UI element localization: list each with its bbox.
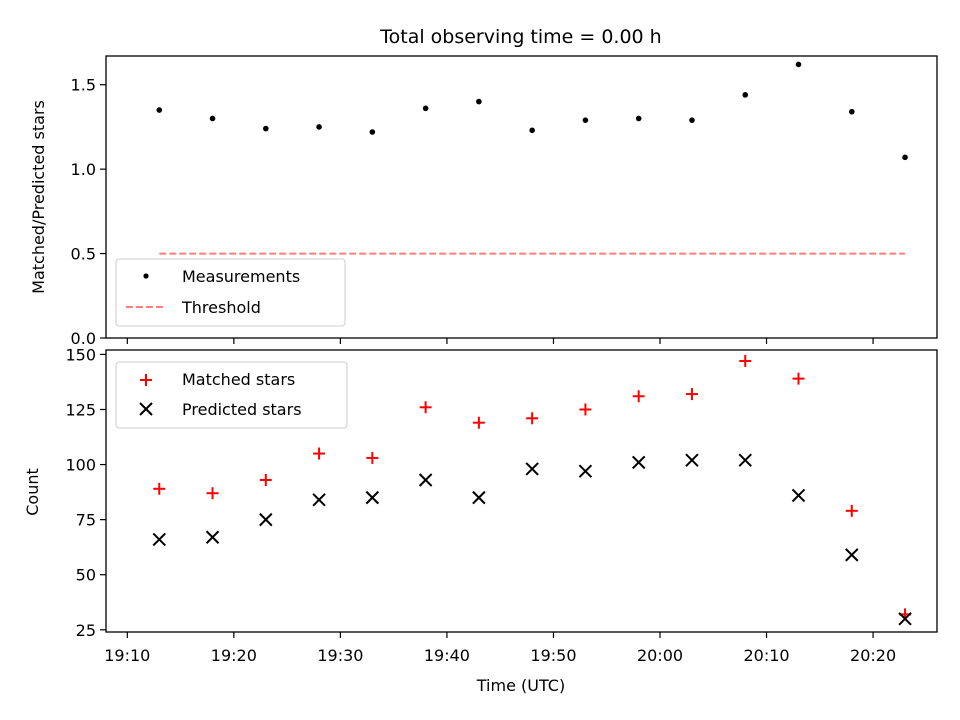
count-y-tick-label: 100	[65, 456, 96, 475]
legend-matched-label: Matched stars	[182, 370, 295, 389]
chart-title: Total observing time = 0.00 h	[379, 26, 661, 48]
predicted-star-point	[685, 453, 699, 467]
count-x-tick-label: 19:30	[317, 646, 363, 665]
predicted-star-point	[578, 464, 593, 478]
predicted-star-point	[152, 532, 166, 547]
ratio-legend: Measurements Threshold	[115, 258, 346, 327]
measurement-point	[209, 115, 216, 122]
count-x-tick-label: 20:00	[637, 646, 683, 665]
matched-star-point	[792, 372, 805, 385]
matched-star-point	[845, 504, 858, 517]
measurement-point	[422, 105, 429, 112]
count-y-axis: 25 50 75 100 125 150	[65, 345, 106, 640]
count-legend-box	[115, 361, 348, 429]
count-legend: Matched stars Predicted stars	[115, 361, 348, 429]
predicted-star-point	[259, 512, 273, 527]
measurement-point	[529, 127, 535, 134]
count-x-tick-label: 20:10	[743, 646, 789, 665]
predicted-star-point	[525, 462, 539, 476]
predicted-star-point	[365, 490, 380, 505]
count-y-tick-label: 25	[76, 621, 96, 640]
matched-star-point	[259, 473, 272, 486]
legend-predicted-label: Predicted stars	[182, 400, 302, 419]
matched-star-point	[153, 482, 166, 495]
ratio-y-tick-label: 0.5	[71, 245, 96, 264]
measurements-series	[156, 61, 908, 161]
ratio-plot-frame	[105, 55, 938, 339]
ratio-y-tick-label: 1.0	[71, 160, 96, 179]
predicted-star-point	[791, 488, 806, 503]
predicted-star-point	[205, 530, 220, 544]
measurement-point	[476, 98, 482, 105]
measurement-point	[902, 154, 908, 161]
count-y-tick-label: 50	[76, 566, 96, 585]
measurement-point	[156, 107, 163, 113]
count-y-tick-label: 75	[76, 511, 96, 530]
predicted-star-point	[898, 612, 912, 626]
matched-star-point	[632, 390, 645, 403]
count-y-axis-label: Count	[23, 468, 42, 516]
predicted-star-point	[845, 548, 859, 562]
predicted-star-point	[631, 455, 646, 470]
matched-star-point	[472, 416, 485, 429]
predicted-star-point	[472, 490, 486, 505]
count-x-axis-label: Time (UTC)	[476, 676, 565, 695]
measurement-point	[795, 61, 802, 68]
ratio-y-tick-label: 1.5	[71, 76, 96, 95]
count-x-axis: 19:10 19:20 19:30 19:40 19:50 20:00 20:10 20:20	[104, 632, 896, 665]
matched-star-point	[366, 451, 379, 464]
measurement-point	[369, 129, 376, 135]
measurement-point	[689, 117, 695, 123]
count-series	[152, 355, 912, 626]
count-x-tick-label: 19:20	[211, 646, 257, 665]
matched-star-point	[313, 447, 326, 460]
matched-star-point	[685, 388, 698, 401]
matched-star-point	[579, 403, 592, 416]
count-panel: 25 50 75 100 125 150 19:10 19:20 19:30 19:40 19:5…	[23, 345, 938, 695]
matched-star-point	[526, 412, 539, 425]
count-x-tick-label: 19:10	[104, 646, 150, 665]
ratio-legend-box	[115, 258, 346, 327]
ratio-panel: 0.0 0.5 1.0 1.5 Matched/Predicted stars Mea…	[29, 55, 938, 348]
matched-star-point	[206, 487, 219, 500]
predicted-star-point	[738, 453, 752, 467]
legend-matched-marker	[140, 374, 152, 386]
matched-star-point	[739, 355, 752, 368]
count-plot-frame	[105, 349, 938, 633]
measurement-point	[263, 125, 269, 132]
matched-star-point	[419, 401, 432, 414]
legend-measurements-label: Measurements	[182, 267, 300, 286]
measurement-point	[316, 124, 322, 130]
ratio-x-axis	[126, 338, 874, 344]
legend-measurements-marker	[143, 273, 149, 279]
measurement-point	[635, 115, 642, 122]
predicted-star-point	[312, 493, 326, 507]
ratio-y-tick-label: 0.0	[71, 329, 96, 348]
count-y-tick-label: 125	[65, 400, 96, 419]
measurement-point	[848, 108, 855, 115]
legend-predicted-marker	[139, 402, 153, 416]
legend-threshold-label: Threshold	[181, 298, 261, 317]
count-x-tick-label: 19:40	[424, 646, 470, 665]
measurement-point	[742, 92, 749, 98]
measurement-point	[582, 117, 589, 123]
count-x-tick-label: 19:50	[530, 646, 576, 665]
ratio-y-axis: 0.0 0.5 1.0 1.5	[71, 76, 106, 348]
count-y-tick-label: 150	[65, 345, 96, 364]
ratio-y-axis-label: Matched/Predicted stars	[29, 100, 48, 294]
count-x-tick-label: 20:20	[850, 646, 896, 665]
predicted-star-point	[418, 473, 433, 487]
